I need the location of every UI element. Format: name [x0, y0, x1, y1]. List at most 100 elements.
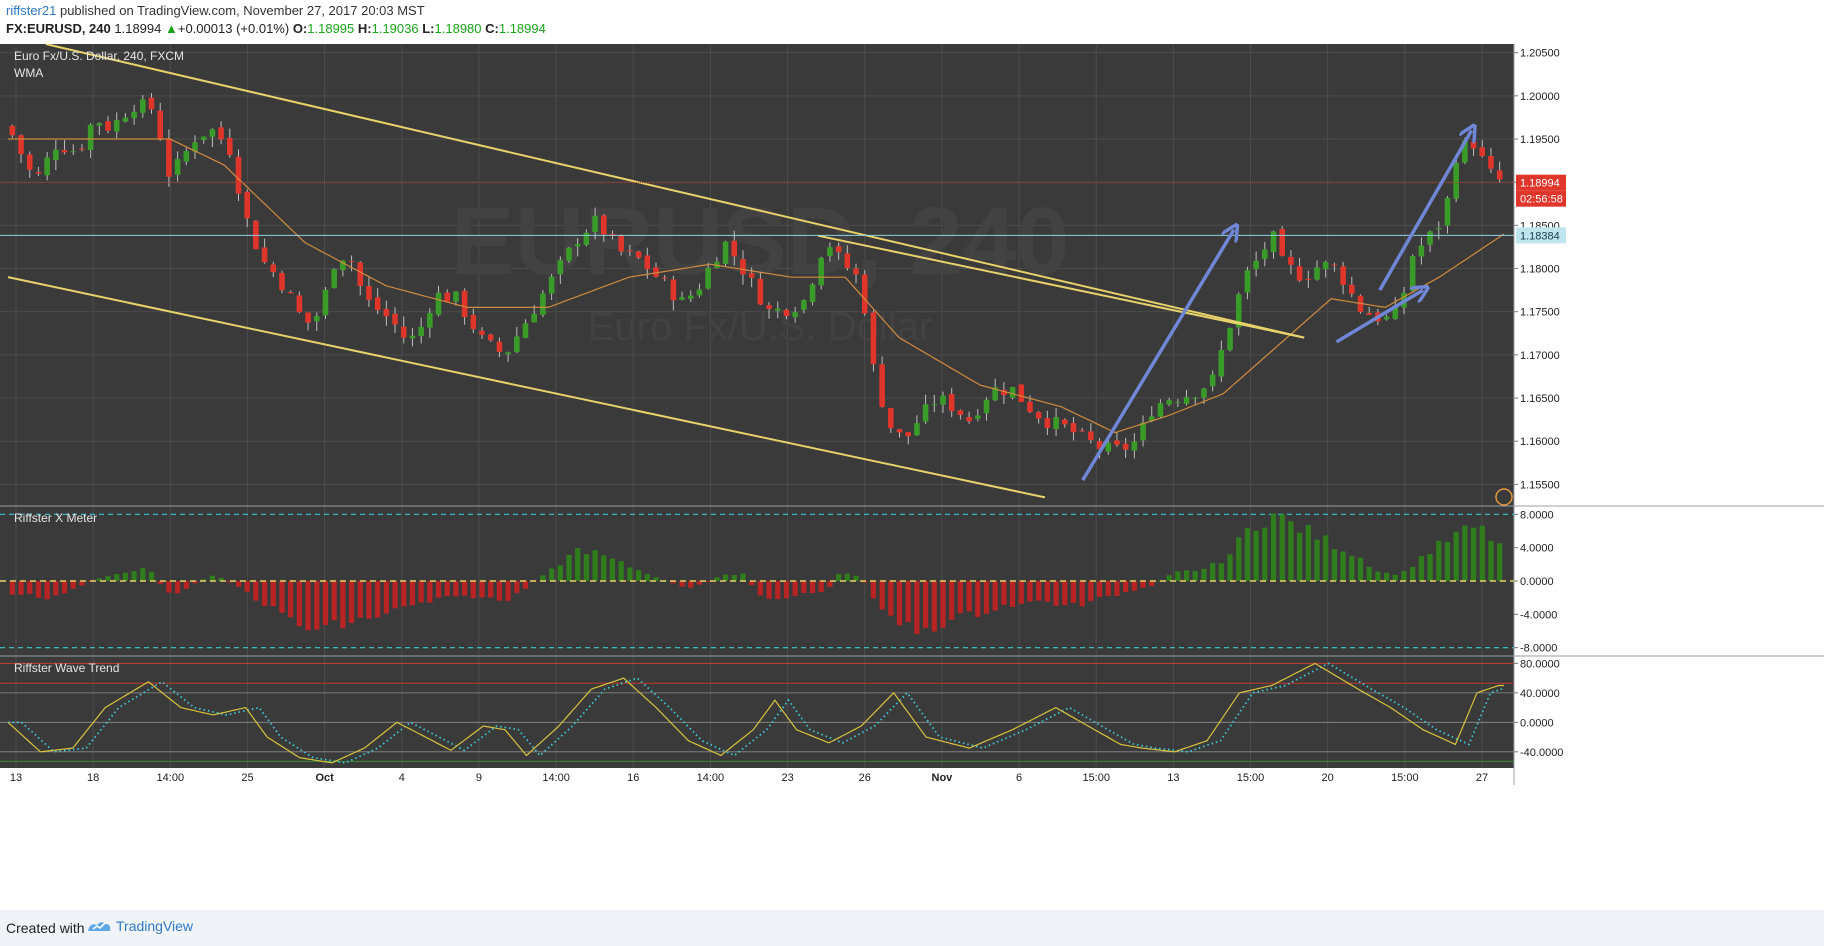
meter-bar — [96, 578, 102, 581]
high-label: H: — [357, 21, 372, 36]
candle-body — [792, 312, 798, 318]
meter-bar — [479, 581, 485, 598]
wave-y-tick-label: 0.0000 — [1520, 717, 1554, 729]
candle-body — [26, 154, 33, 170]
candle-body — [1235, 294, 1242, 328]
candle-body — [1061, 419, 1068, 425]
candle-body — [331, 269, 337, 288]
x-tick-label: 15:00 — [1391, 772, 1419, 784]
meter-pane-title: Riffster X Meter — [14, 511, 97, 525]
meter-bar — [1296, 532, 1303, 581]
candle-body — [1453, 162, 1459, 199]
candle-body — [592, 215, 598, 233]
candle-body — [1296, 266, 1303, 281]
x-tick-label: 16 — [627, 772, 639, 784]
meter-bar — [114, 574, 120, 581]
trend-arrow — [1081, 230, 1234, 481]
candle-body — [1079, 430, 1085, 432]
meter-bar — [870, 581, 877, 599]
candle-body — [1053, 417, 1059, 429]
meter-bar — [366, 581, 372, 619]
meter-bar — [1044, 581, 1050, 602]
chart-canvas[interactable]: 13 18 14:00 25 Oct 4 9 14:00 16 14:00 23 26 Nov 6 15:0… — [0, 43, 1824, 910]
meter-bar — [131, 571, 137, 581]
meter-bar — [61, 581, 68, 594]
meter-bar — [966, 581, 972, 612]
meter-bar — [731, 574, 737, 581]
candle-body — [444, 292, 451, 302]
candle-body — [1322, 262, 1329, 270]
x-tick-label: 27 — [1476, 772, 1488, 784]
candle-body — [1131, 441, 1138, 451]
price-badge — [1516, 174, 1566, 191]
meter-bar — [44, 581, 50, 600]
x-tick-label: 14:00 — [697, 772, 725, 784]
meter-bar — [696, 581, 703, 585]
candle-body — [992, 387, 998, 401]
footer: Created with TradingView — [0, 910, 1824, 946]
y-tick-label: 1.20500 — [1520, 48, 1560, 60]
candle-body — [340, 260, 346, 271]
meter-bar — [888, 581, 894, 616]
candle-body — [1227, 328, 1233, 351]
meter-bar — [1001, 581, 1007, 605]
trend-arrow — [1335, 290, 1423, 344]
close-label: C: — [485, 21, 499, 36]
meter-bar — [957, 581, 964, 614]
meter-bar — [1340, 551, 1346, 581]
candle-body — [366, 286, 372, 300]
meter-bar — [1105, 581, 1111, 596]
meter-bar — [983, 581, 990, 614]
candle-body — [983, 399, 990, 414]
candle-body — [627, 250, 633, 252]
meter-bar — [183, 581, 189, 589]
meter-bar — [931, 581, 937, 632]
meter-bar — [1323, 535, 1329, 581]
candle-body — [861, 274, 868, 314]
candle-body — [540, 293, 546, 315]
candle-body — [644, 255, 651, 270]
meter-bar — [1392, 574, 1398, 581]
y-tick-label: 1.16000 — [1520, 436, 1560, 448]
candle-body — [1262, 249, 1268, 259]
meter-bar — [462, 581, 468, 596]
meter-bar — [1140, 581, 1146, 588]
tradingview-link[interactable]: TradingView — [86, 918, 193, 934]
candle-body — [1444, 197, 1451, 226]
meter-bar — [627, 567, 633, 581]
meter-bar — [1349, 555, 1355, 581]
candle-body — [235, 156, 242, 194]
meter-y-tick-label: -8.0000 — [1520, 643, 1557, 655]
meter-bar — [575, 548, 581, 581]
candle-body — [313, 316, 320, 322]
candle-body — [200, 136, 207, 140]
open-value: 1.18995 — [307, 21, 355, 36]
candle-body — [61, 150, 68, 153]
meter-bar — [801, 581, 807, 593]
candle-body — [1409, 256, 1416, 291]
meter-bar — [1131, 581, 1137, 591]
candle-body — [305, 312, 311, 323]
candle-body — [18, 135, 24, 155]
candle-body — [244, 191, 250, 219]
meter-bar — [122, 572, 129, 581]
candle-body — [392, 313, 398, 325]
candle-body — [879, 364, 885, 407]
candle-body — [227, 137, 233, 155]
x-tick-label: Oct — [315, 772, 334, 784]
meter-bar — [1375, 571, 1381, 581]
candle-body — [766, 305, 772, 309]
x-tick-label: 15:00 — [1082, 772, 1110, 784]
meter-bar — [1062, 581, 1068, 606]
chart-area[interactable]: 13 18 14:00 25 Oct 4 9 14:00 16 14:00 23 26 Nov 6 15:0… — [0, 43, 1824, 910]
x-tick-label: 9 — [476, 772, 482, 784]
meter-bar — [1418, 556, 1424, 581]
meter-bar — [1262, 527, 1268, 581]
candle-body — [1201, 388, 1207, 398]
candle-body — [1027, 401, 1033, 412]
candle-body — [1114, 440, 1120, 445]
y-tick-label: 1.16500 — [1520, 393, 1560, 405]
author-link[interactable]: riffster21 — [6, 3, 57, 18]
meter-bar — [1079, 581, 1085, 607]
meter-bar — [1270, 513, 1277, 581]
